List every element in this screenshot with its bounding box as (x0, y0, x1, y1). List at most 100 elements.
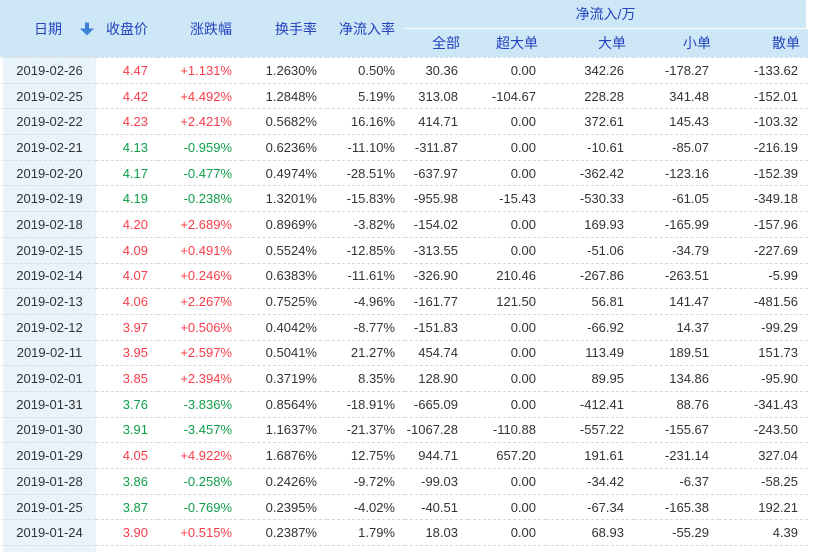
cell-close-price: 3.97 (96, 313, 158, 340)
cell-date: 2019-02-26 (0, 57, 96, 83)
sort-descending-icon[interactable] (80, 22, 94, 35)
cell-inflow-scattered: -216.19 (719, 134, 809, 160)
cell-net-inflow-rate: 12.75% (327, 442, 405, 468)
cell-inflow-scattered: -349.18 (719, 185, 809, 212)
cell-inflow-scattered: -133.62 (719, 57, 809, 83)
cell-date: 2019-01-25 (0, 493, 96, 520)
cell-close-price: 3.87 (96, 493, 158, 520)
cell-net-inflow-rate: -9.72% (327, 468, 405, 494)
column-header-inflow-rate[interactable]: 净流入率 (327, 0, 405, 57)
cell-date: 2019-01-31 (0, 390, 96, 417)
cell-inflow-small: -85.07 (634, 134, 719, 160)
cell-close-price: 3.76 (96, 390, 158, 417)
table-row: 2019-02-19 4.19 -0.238% 1.3201% -15.83% … (0, 185, 809, 212)
column-header-all[interactable]: 全部 (405, 29, 468, 57)
cell-net-inflow-rate: -3.82% (327, 211, 405, 237)
cell-inflow-all: 128.90 (405, 365, 468, 391)
cell-net-inflow-rate: -12.85% (327, 236, 405, 263)
cell-turnover-rate: 0.5041% (242, 339, 327, 366)
cell-inflow-all: -40.51 (405, 493, 468, 520)
column-header-large-orders[interactable]: 大单 (546, 29, 634, 57)
cell-inflow-all: 944.71 (405, 442, 468, 468)
table-row: 2019-02-13 4.06 +2.267% 0.7525% -4.96% -… (0, 288, 809, 314)
column-header-close[interactable]: 收盘价 (96, 0, 158, 57)
cell-net-inflow-rate: 0.50% (327, 57, 405, 83)
cell-net-inflow-rate: -18.91% (327, 390, 405, 417)
cell-turnover-rate: 0.8969% (242, 211, 327, 237)
cell-close-price: 4.42 (96, 82, 158, 109)
column-header-date[interactable]: 日期 (0, 0, 96, 57)
cell-change-percent: +2.394% (158, 365, 242, 391)
column-header-change[interactable]: 涨跌幅 (158, 0, 242, 57)
cell-inflow-small: 189.51 (634, 339, 719, 366)
cell-change-percent: +0.491% (158, 236, 242, 263)
cell-inflow-super-large: 0.00 (468, 57, 546, 83)
cell-change-percent: +4.922% (158, 442, 242, 468)
cell-inflow-large: 228.28 (546, 82, 634, 109)
table-row: 2019-02-21 4.13 -0.959% 0.6236% -11.10% … (0, 134, 809, 160)
cell-close-price: 4.47 (96, 57, 158, 83)
table-row: 2019-02-15 4.09 +0.491% 0.5524% -12.85% … (0, 236, 809, 263)
cell-inflow-all: -151.83 (405, 313, 468, 340)
cell-close-price: 3.90 (96, 519, 158, 546)
cell-inflow-scattered: -103.32 (719, 108, 809, 135)
cell-date: 2019-01-30 (0, 416, 96, 443)
table-row: 2019-02-18 4.20 +2.689% 0.8969% -3.82% -… (0, 211, 809, 237)
cell-change-percent: +2.689% (158, 211, 242, 237)
cell-inflow-small: 141.47 (634, 288, 719, 314)
cell-close-price: 3.95 (96, 339, 158, 366)
cell-inflow-large: -412.41 (546, 390, 634, 417)
column-header-super-large-orders[interactable]: 超大单 (468, 29, 546, 57)
cell-inflow-all: -154.02 (405, 211, 468, 237)
column-header-turnover[interactable]: 换手率 (242, 0, 327, 57)
cell-net-inflow-rate: -11.61% (327, 262, 405, 289)
cell-change-percent: +0.515% (158, 519, 242, 546)
cell-inflow-super-large: 0.00 (468, 211, 546, 237)
cell-inflow-small: -263.51 (634, 262, 719, 289)
cell-inflow-all: 30.36 (405, 57, 468, 83)
cell-net-inflow-rate: -15.83% (327, 185, 405, 212)
cell-inflow-large: -67.34 (546, 493, 634, 520)
table-row: 2019-01-25 3.87 -0.769% 0.2395% -4.02% -… (0, 493, 809, 520)
cell-net-inflow-rate: 8.35% (327, 365, 405, 391)
cell-inflow-super-large: 0.00 (468, 519, 546, 546)
table-row: 2019-01-30 3.91 -3.457% 1.1637% -21.37% … (0, 416, 809, 443)
cell-close-price: 4.23 (96, 108, 158, 135)
cell-change-percent: +4.492% (158, 82, 242, 109)
cell-close-price: 3.86 (96, 468, 158, 494)
table-row: 2019-02-14 4.07 +0.246% 0.6383% -11.61% … (0, 262, 809, 289)
column-header-small-orders[interactable]: 小单 (634, 29, 719, 57)
cell-turnover-rate: 0.2395% (242, 493, 327, 520)
cell-inflow-large: 56.81 (546, 288, 634, 314)
column-header-scattered-orders[interactable]: 散单 (719, 29, 809, 57)
cell-inflow-all (405, 545, 468, 552)
cell-change-percent: -3.457% (158, 416, 242, 443)
cell-inflow-large: 68.93 (546, 519, 634, 546)
cell-inflow-scattered: -58.25 (719, 468, 809, 494)
cell-inflow-super-large: 0.00 (468, 493, 546, 520)
cell-turnover-rate: 1.3201% (242, 185, 327, 212)
cell-close-price: 3.85 (96, 365, 158, 391)
cell-inflow-all: -326.90 (405, 262, 468, 289)
cell-date: 2019-02-01 (0, 365, 96, 391)
cell-inflow-large: -34.42 (546, 468, 634, 494)
cell-inflow-scattered: 151.73 (719, 339, 809, 366)
cell-inflow-scattered: 327.04 (719, 442, 809, 468)
cell-inflow-large: 372.61 (546, 108, 634, 135)
cell-inflow-large: 191.61 (546, 442, 634, 468)
cell-inflow-small: 134.86 (634, 365, 719, 391)
cell-close-price (96, 545, 158, 552)
cell-inflow-scattered: 4.39 (719, 519, 809, 546)
cell-inflow-scattered: -99.29 (719, 313, 809, 340)
cell-inflow-all: -311.87 (405, 134, 468, 160)
cell-inflow-small: 341.48 (634, 82, 719, 109)
cell-inflow-scattered: -152.39 (719, 159, 809, 186)
cell-date: 2019-01-28 (0, 468, 96, 494)
cell-turnover-rate: 1.2848% (242, 82, 327, 109)
cell-net-inflow-rate: -4.96% (327, 288, 405, 314)
cell-inflow-scattered: -95.90 (719, 365, 809, 391)
cell-inflow-large: -66.92 (546, 313, 634, 340)
cell-change-percent (158, 545, 242, 552)
cell-close-price: 4.07 (96, 262, 158, 289)
table-row: 2019-02-25 4.42 +4.492% 1.2848% 5.19% 31… (0, 82, 809, 109)
